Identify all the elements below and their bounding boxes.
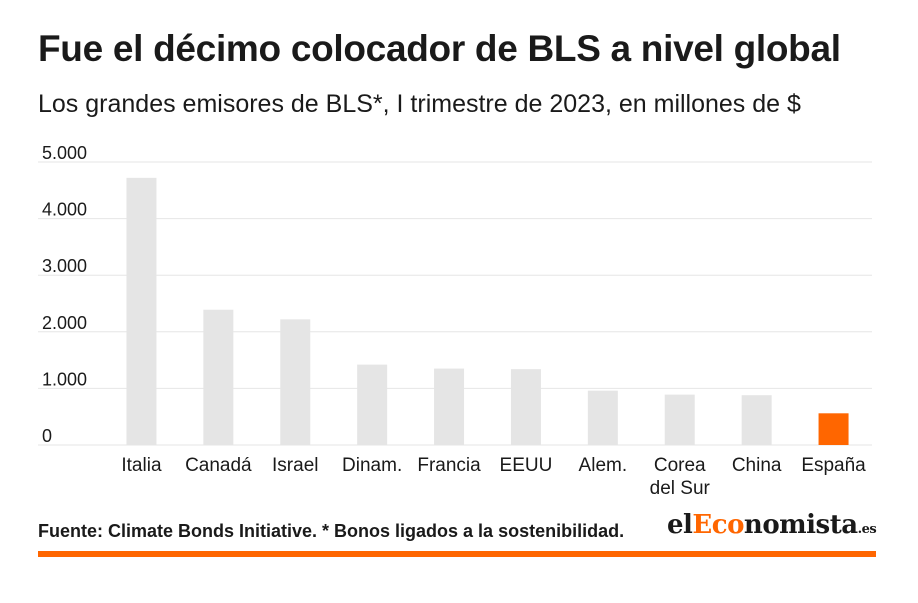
x-axis-labels: Italia Canadá Israel Dinam. Francia EEUU Alem.… — [121, 455, 866, 499]
source-note: Fuente: Climate Bonds Initiative. * Bono… — [38, 521, 625, 541]
x-tick-label: Dinam. — [342, 455, 402, 476]
logo-part-el: el — [667, 510, 693, 540]
bar — [126, 177, 157, 445]
x-tick-label: Corea del Sur — [650, 455, 711, 499]
y-tick-label: 5.000 — [42, 143, 87, 163]
bar — [434, 368, 465, 445]
bar — [587, 390, 618, 445]
footer-rule — [38, 551, 876, 557]
x-tick-label: China — [732, 455, 782, 476]
bars — [126, 177, 849, 445]
chart-title: Fue el décimo colocador de BLS a nivel g… — [38, 28, 841, 69]
y-tick-label: 3.000 — [42, 256, 87, 276]
x-tick-label: Alem. — [579, 455, 628, 476]
bar — [741, 395, 772, 445]
x-tick-label: España — [801, 455, 866, 476]
y-tick-label: 1.000 — [42, 369, 87, 389]
chart-subtitle: Los grandes emisores de BLS*, I trimestr… — [38, 90, 801, 118]
bar — [357, 364, 388, 445]
y-axis-ticks: 0 1.000 2.000 3.000 4.000 5.000 — [42, 143, 87, 446]
logo-part-eco: Eco — [692, 510, 744, 540]
bar — [818, 413, 849, 445]
y-tick-label: 2.000 — [42, 313, 87, 333]
x-tick-label: Israel — [272, 455, 318, 476]
x-tick-label: Italia — [121, 455, 162, 476]
x-tick-label: Canadá — [185, 455, 252, 476]
bar — [280, 319, 311, 445]
y-tick-label: 4.000 — [42, 200, 87, 220]
x-tick-label: Francia — [417, 455, 481, 476]
publisher-logo: elEconomista.es — [667, 510, 877, 540]
y-tick-label: 0 — [42, 426, 52, 446]
bar — [510, 369, 541, 445]
bar — [664, 394, 695, 445]
x-tick-label: EEUU — [500, 455, 553, 476]
logo-suffix: .es — [857, 522, 877, 537]
logo-part-nomista: nomista — [743, 510, 858, 540]
bar — [203, 309, 234, 445]
